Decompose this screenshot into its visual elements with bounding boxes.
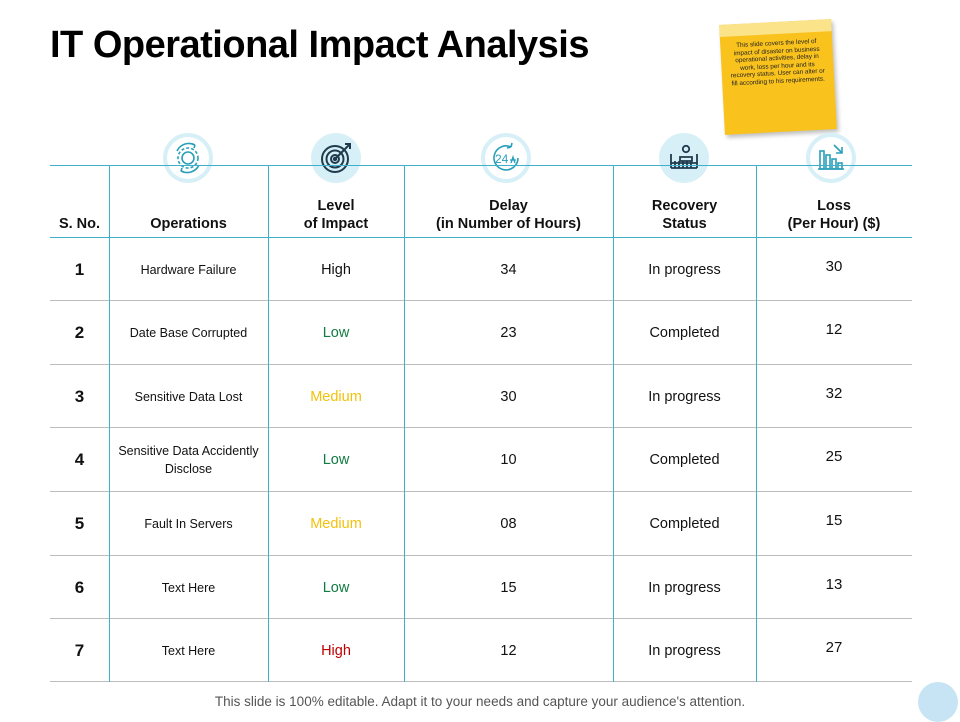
cell-impact: High xyxy=(321,642,351,659)
table-bottom-line xyxy=(50,681,912,682)
column-divider xyxy=(268,165,269,682)
header-delay: Delay (in Number of Hours) xyxy=(436,198,581,232)
target-icon xyxy=(311,133,361,183)
page-title: IT Operational Impact Analysis xyxy=(50,24,589,66)
cell-sno: 2 xyxy=(74,322,85,342)
cell-operation: Date Base Corrupted xyxy=(129,325,248,340)
gear-cycle-icon xyxy=(163,133,213,183)
header-recovery: Recovery Status xyxy=(651,198,718,232)
cell-delay: 30 xyxy=(500,388,517,405)
cell-operation: Fault In Servers xyxy=(144,516,233,531)
column-divider xyxy=(404,165,405,682)
cell-loss: 32 xyxy=(825,385,843,402)
cell-impact: Medium xyxy=(310,515,362,532)
row-divider xyxy=(50,555,912,556)
row-divider xyxy=(50,618,912,619)
decorative-circle xyxy=(918,682,958,722)
row-divider xyxy=(50,491,912,492)
cell-delay: 12 xyxy=(500,642,517,659)
cell-impact: Low xyxy=(322,451,350,468)
cell-status: In progress xyxy=(648,579,721,596)
cell-status: Completed xyxy=(649,324,720,341)
cell-loss: 12 xyxy=(825,321,843,338)
sticky-note-text: This slide covers the level of impact of… xyxy=(730,37,826,88)
cell-operation: Text Here xyxy=(161,643,216,658)
column-divider xyxy=(613,165,614,682)
cell-loss: 13 xyxy=(825,576,843,593)
row-divider xyxy=(50,364,912,365)
cell-operation: Sensitive Data Accidently Disclose xyxy=(118,443,259,476)
cell-loss: 27 xyxy=(825,639,843,656)
column-divider xyxy=(756,165,757,682)
recovery-bed-icon xyxy=(659,133,709,183)
bar-chart-down-icon xyxy=(806,133,856,183)
header-loss: Loss (Per Hour) ($) xyxy=(787,198,881,232)
sticky-note: This slide covers the level of impact of… xyxy=(719,19,837,135)
cell-status: In progress xyxy=(648,642,721,659)
cell-sno: 4 xyxy=(74,449,85,469)
cell-status: In progress xyxy=(648,388,721,405)
cell-impact: Low xyxy=(322,324,350,341)
header-bottom-line xyxy=(50,237,912,238)
cell-sno: 3 xyxy=(74,386,85,406)
cell-loss: 30 xyxy=(825,258,843,275)
row-divider xyxy=(50,300,912,301)
cell-delay: 15 xyxy=(500,579,517,596)
cell-loss: 25 xyxy=(825,448,843,465)
row-divider xyxy=(50,427,912,428)
header-operations: Operations xyxy=(150,216,227,232)
cell-status: Completed xyxy=(649,451,720,468)
header-top-line xyxy=(50,165,912,166)
cell-status: Completed xyxy=(649,515,720,532)
cell-impact: Medium xyxy=(310,388,362,405)
cell-operation: Sensitive Data Lost xyxy=(134,389,243,404)
cell-operation: Hardware Failure xyxy=(140,262,237,277)
cell-sno: 6 xyxy=(74,577,85,597)
cell-operation: Text Here xyxy=(161,580,216,595)
cell-delay: 34 xyxy=(500,261,517,278)
cell-loss: 15 xyxy=(825,512,843,529)
cell-delay: 08 xyxy=(500,515,517,532)
footer-text: This slide is 100% editable. Adapt it to… xyxy=(214,694,746,709)
clock-24h-icon: 24 xyxy=(481,133,531,183)
header-impact: Level of Impact xyxy=(303,198,369,232)
cell-delay: 10 xyxy=(500,451,517,468)
cell-status: In progress xyxy=(648,261,721,278)
cell-sno: 5 xyxy=(74,513,85,533)
cell-delay: 23 xyxy=(500,324,517,341)
cell-sno: 7 xyxy=(74,640,85,660)
cell-impact: High xyxy=(321,261,351,278)
cell-impact: Low xyxy=(322,579,350,596)
header-sno: S. No. xyxy=(58,216,101,232)
cell-sno: 1 xyxy=(74,259,85,279)
column-divider xyxy=(109,165,110,682)
svg-text:24: 24 xyxy=(495,152,509,166)
